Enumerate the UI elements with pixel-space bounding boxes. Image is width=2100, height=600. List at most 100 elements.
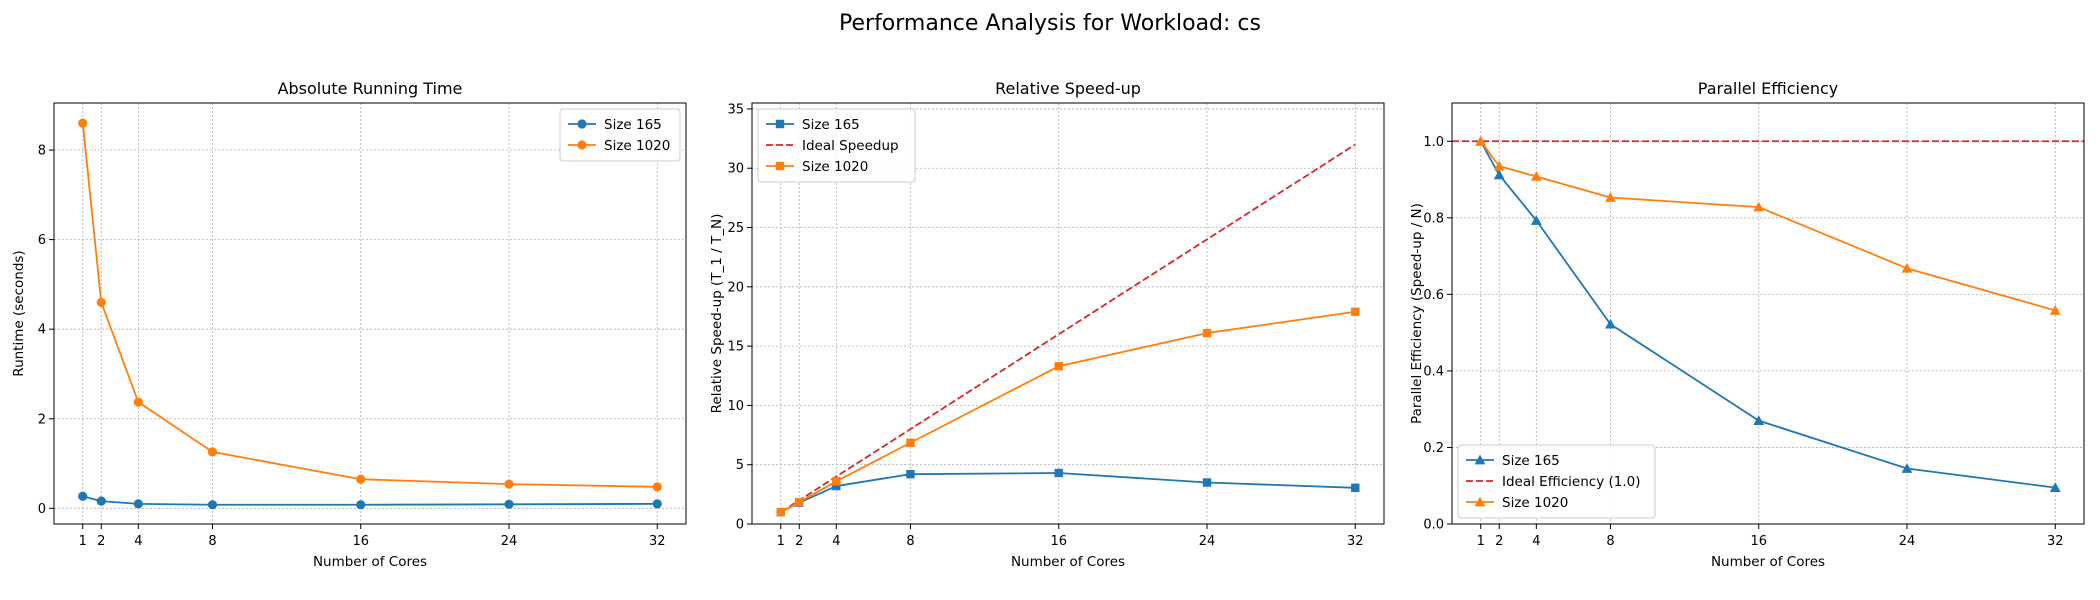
series-line bbox=[82, 495, 658, 506]
data-point bbox=[78, 491, 88, 501]
x-tick-label: 4 bbox=[832, 534, 840, 549]
chart-title: Relative Speed-up bbox=[995, 79, 1141, 98]
x-tick-label: 24 bbox=[501, 534, 518, 549]
x-tick-label: 8 bbox=[208, 534, 216, 549]
data-point bbox=[1901, 262, 1913, 273]
y-tick-label: 0.6 bbox=[1423, 288, 1444, 303]
data-point bbox=[78, 118, 88, 128]
data-point bbox=[1901, 463, 1913, 473]
figure-suptitle: Performance Analysis for Workload: cs bbox=[839, 11, 1261, 36]
data-point bbox=[504, 479, 514, 489]
data-point bbox=[1054, 468, 1063, 478]
legend-marker bbox=[775, 161, 785, 171]
series-line bbox=[780, 472, 1356, 513]
y-tick-label: 4 bbox=[38, 323, 46, 338]
data-point bbox=[1351, 483, 1360, 493]
x-tick-label: 24 bbox=[1199, 534, 1216, 549]
x-tick-label: 16 bbox=[1050, 534, 1067, 549]
x-tick-label: 2 bbox=[97, 534, 105, 549]
series-3 bbox=[1475, 135, 2061, 315]
axes-frame bbox=[53, 102, 687, 525]
data-point bbox=[1351, 307, 1360, 316]
legend-box bbox=[1457, 444, 1656, 519]
legend-label: Size 165 bbox=[802, 117, 860, 133]
data-point bbox=[906, 469, 915, 479]
axes-frame bbox=[1451, 102, 2085, 525]
y-tick-label: 20 bbox=[727, 280, 744, 295]
y-tick-label: 8 bbox=[38, 144, 46, 159]
series-1 bbox=[1475, 135, 2061, 492]
data-point bbox=[96, 496, 106, 506]
legend-box bbox=[559, 108, 681, 162]
data-point bbox=[356, 474, 366, 484]
x-tick-label: 8 bbox=[1606, 534, 1614, 549]
axes-frame bbox=[751, 102, 1385, 525]
x-tick-label: 4 bbox=[134, 534, 142, 549]
x-tick-label: 24 bbox=[1899, 534, 1916, 549]
legend: Size 165 Size 1020 bbox=[559, 108, 681, 162]
legend-label: Size 165 bbox=[1502, 453, 1560, 469]
legend-label: Size 1020 bbox=[1502, 495, 1568, 511]
data-point bbox=[1753, 415, 1765, 425]
x-tick-label: 16 bbox=[1750, 534, 1767, 549]
data-point bbox=[207, 500, 218, 510]
ideal-line bbox=[780, 143, 1356, 513]
data-point bbox=[1202, 328, 1212, 338]
legend-label: Size 165 bbox=[604, 117, 662, 133]
data-point bbox=[1475, 135, 1487, 146]
y-tick-label: 2 bbox=[38, 412, 46, 427]
y-tick-label: 0.8 bbox=[1423, 211, 1444, 226]
legend: Size 165 Ideal Efficiency (1.0) Size 1020 bbox=[1457, 444, 1656, 519]
data-point bbox=[1605, 318, 1616, 329]
data-point bbox=[1605, 192, 1616, 202]
y-tick-label: 0.4 bbox=[1423, 364, 1444, 379]
legend-label: Ideal Efficiency (1.0) bbox=[1502, 474, 1641, 490]
data-point bbox=[133, 499, 143, 509]
y-axis-label: Relative Speed-up (T_1 / T_N) bbox=[709, 214, 725, 414]
data-point bbox=[1753, 201, 1765, 212]
data-point bbox=[2049, 482, 2061, 492]
y-tick-label: 0.2 bbox=[1423, 441, 1444, 456]
x-tick-label: 1 bbox=[777, 534, 785, 549]
data-point bbox=[96, 297, 106, 307]
data-point bbox=[1054, 362, 1063, 371]
y-tick-label: 6 bbox=[38, 233, 46, 248]
series-2 bbox=[780, 143, 1356, 513]
data-point bbox=[504, 499, 514, 509]
series-line bbox=[1480, 140, 2056, 312]
data-point bbox=[1202, 478, 1212, 487]
data-point bbox=[795, 497, 804, 507]
series-2 bbox=[78, 118, 662, 492]
y-tick-label: 0 bbox=[736, 518, 744, 533]
series-line bbox=[780, 310, 1356, 513]
x-tick-label: 1 bbox=[79, 534, 87, 549]
y-axis-label: Runtime (seconds) bbox=[11, 250, 27, 376]
series-1 bbox=[776, 468, 1360, 517]
x-tick-label: 32 bbox=[2047, 534, 2064, 549]
x-tick-label: 32 bbox=[1347, 534, 1364, 549]
x-tick-label: 16 bbox=[352, 534, 369, 549]
x-tick-label: 1 bbox=[1477, 534, 1485, 549]
x-tick-label: 8 bbox=[906, 534, 914, 549]
legend-marker bbox=[577, 140, 587, 150]
y-tick-label: 1.0 bbox=[1423, 135, 1444, 150]
data-point bbox=[832, 477, 841, 486]
legend-box bbox=[757, 108, 916, 183]
data-point bbox=[133, 397, 143, 407]
chart-title: Absolute Running Time bbox=[278, 79, 463, 98]
legend-marker bbox=[775, 119, 785, 129]
series-1 bbox=[78, 491, 662, 510]
data-point bbox=[1493, 160, 1505, 171]
x-axis-label: Number of Cores bbox=[1011, 554, 1125, 570]
data-point bbox=[1530, 171, 1542, 181]
series-line bbox=[1479, 140, 2056, 489]
x-axis-label: Number of Cores bbox=[313, 554, 427, 570]
x-axis-label: Number of Cores bbox=[1711, 554, 1825, 570]
legend-label: Size 1020 bbox=[802, 159, 868, 175]
series-3 bbox=[776, 307, 1360, 517]
series-line bbox=[81, 123, 658, 488]
data-point bbox=[2049, 305, 2061, 315]
data-point bbox=[832, 481, 841, 491]
y-tick-label: 35 bbox=[727, 102, 744, 117]
